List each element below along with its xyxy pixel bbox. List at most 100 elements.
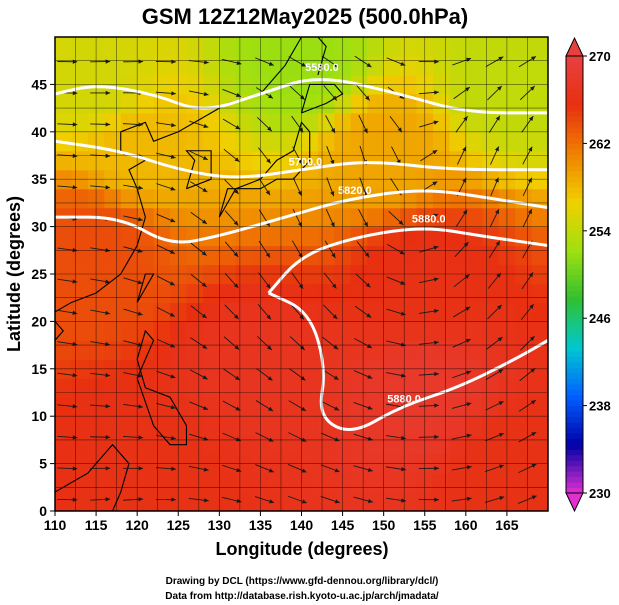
field-cell — [449, 283, 467, 304]
colorbar-segment — [566, 438, 583, 445]
field-cell — [71, 473, 89, 493]
streamline-arrow — [169, 281, 175, 286]
streamline-arrow — [297, 190, 302, 196]
streamline-arrow — [498, 56, 504, 61]
colorbar-segment — [566, 110, 583, 117]
field-cell — [235, 397, 253, 417]
streamline-arrow — [530, 56, 536, 61]
field-cell — [465, 188, 483, 209]
field-cell — [531, 435, 548, 455]
field-cell — [383, 302, 401, 322]
field-cell — [252, 93, 270, 114]
field-cell — [515, 321, 533, 341]
field-cell — [268, 340, 286, 360]
streamline-arrow — [398, 220, 404, 225]
streamline-arrow — [235, 125, 241, 130]
streamline-arrow — [72, 279, 78, 284]
field-cell — [202, 302, 220, 322]
field-cell — [137, 55, 155, 76]
field-cell — [317, 321, 335, 341]
field-cell — [482, 321, 500, 341]
field-cell — [71, 55, 89, 76]
field-cell — [186, 131, 204, 152]
streamline-arrow — [498, 401, 504, 406]
colorbar-segment — [566, 203, 583, 210]
streamline-arrow — [362, 191, 368, 197]
field-cell — [367, 226, 385, 247]
colorbar-segment — [566, 132, 583, 139]
field-cell — [71, 93, 89, 114]
field-cell — [350, 245, 368, 266]
field-cell — [465, 473, 483, 493]
field-cell — [432, 473, 450, 493]
field-cell — [202, 283, 220, 304]
streamline-arrow — [301, 62, 307, 67]
colorbar-segment — [566, 94, 583, 101]
streamline-arrow — [330, 222, 335, 228]
y-tick-label: 35 — [31, 171, 47, 187]
streamline-arrow — [266, 283, 271, 289]
field-cell — [515, 131, 533, 152]
streamline-arrow — [201, 219, 207, 224]
field-cell — [202, 112, 220, 133]
streamline-arrow — [463, 242, 469, 247]
field-cell — [301, 397, 319, 417]
field-cell — [301, 435, 319, 455]
field-cell — [71, 245, 89, 266]
field-cell — [219, 37, 237, 57]
x-tick-label: 155 — [413, 517, 437, 533]
field-cell — [465, 37, 483, 57]
field-cell — [400, 245, 418, 266]
field-cell — [120, 321, 138, 341]
field-cell — [153, 131, 171, 152]
colorbar-segment — [566, 170, 583, 177]
field-cell — [104, 283, 122, 304]
streamline-arrow — [494, 177, 499, 183]
field-cell — [350, 131, 368, 152]
field-cell — [104, 207, 122, 228]
field-cell — [202, 397, 220, 417]
field-cell — [515, 150, 533, 171]
field-cell — [268, 131, 286, 152]
streamline-arrow — [401, 435, 406, 441]
colorbar-segment — [566, 258, 583, 265]
colorbar-segment — [566, 192, 583, 199]
field-cell — [482, 435, 500, 455]
field-cell — [498, 226, 516, 247]
field-cell — [186, 340, 204, 360]
streamline-arrow — [138, 404, 143, 409]
colorbar-segment — [566, 405, 583, 412]
colorbar-segment — [566, 301, 583, 308]
streamline-arrow — [72, 153, 78, 159]
colorbar-segment — [566, 241, 583, 248]
colorbar-segment — [566, 334, 583, 341]
x-tick-label: 150 — [372, 517, 396, 533]
field-cell — [120, 93, 138, 114]
field-cell — [252, 378, 270, 398]
field-cell — [400, 131, 418, 152]
field-cell — [285, 112, 303, 133]
field-cell — [235, 37, 253, 57]
field-cell — [531, 321, 548, 341]
colorbar-tick-label: 238 — [589, 399, 611, 414]
field-cell — [531, 302, 548, 322]
y-tick-label: 15 — [31, 361, 47, 377]
field-cell — [285, 55, 303, 76]
colorbar-segment — [566, 236, 583, 243]
field-cell — [252, 283, 270, 304]
field-cell — [202, 416, 220, 436]
field-cell — [153, 340, 171, 360]
streamline-arrow — [464, 87, 470, 92]
field-cell — [55, 55, 73, 76]
field-cell — [531, 188, 548, 209]
field-cell — [465, 492, 483, 511]
field-cell — [482, 55, 500, 76]
streamline-arrow — [367, 374, 373, 379]
field-cell — [137, 245, 155, 266]
field-cell — [252, 55, 270, 76]
streamline-arrow — [268, 406, 274, 411]
streamline-arrow — [434, 497, 439, 502]
colorbar-segment — [566, 88, 583, 95]
field-cell — [235, 340, 253, 360]
streamline-arrow — [234, 375, 240, 381]
